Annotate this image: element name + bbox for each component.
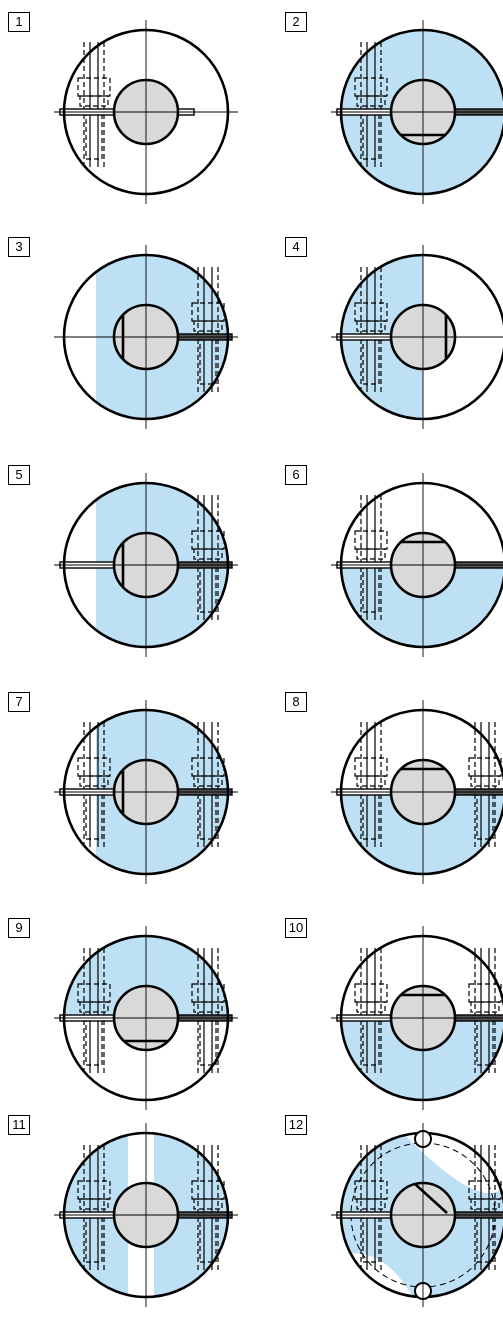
screw-head-lower <box>79 95 109 107</box>
figure-number-badge: 9 <box>8 918 30 938</box>
figure-number-badge: 11 <box>8 1115 30 1135</box>
screw-head-lower <box>470 1198 500 1210</box>
screw-shank <box>85 1019 103 1066</box>
figure-11-drawing <box>54 1123 238 1307</box>
clamp-screw-left <box>77 722 111 847</box>
screw-head-lower <box>356 548 386 560</box>
figure-3: 3 <box>8 237 248 457</box>
screw-shank <box>199 1019 217 1066</box>
figure-12-drawing <box>331 1123 503 1307</box>
figure-number-badge: 1 <box>8 12 30 32</box>
figure-6-drawing <box>331 473 503 657</box>
figure-9-drawing <box>54 926 238 1110</box>
screw-head-lower <box>193 1001 223 1013</box>
screw-head-lower <box>356 1001 386 1013</box>
screw-head <box>354 530 388 550</box>
figure-12: 12 <box>285 1115 503 1335</box>
screw-head-lower <box>193 775 223 787</box>
clamp-screw-left <box>354 267 388 392</box>
figure-5: 5 <box>8 465 248 685</box>
figure-3-drawing <box>54 245 238 429</box>
screw-head <box>354 983 388 1003</box>
figure-number-badge: 12 <box>285 1115 307 1135</box>
screw-head <box>77 757 111 777</box>
figure-1: 1 <box>8 12 248 232</box>
clamp-screw-left <box>77 1145 111 1270</box>
screw-shank <box>85 113 103 160</box>
figure-5-drawing <box>54 473 238 657</box>
screw-head-lower <box>193 548 223 560</box>
figure-2: 2 <box>285 12 503 232</box>
screw-head-lower <box>79 775 109 787</box>
screw-head <box>468 757 502 777</box>
figure-2-drawing <box>331 20 503 204</box>
screw-head <box>468 983 502 1003</box>
screw-head <box>77 983 111 1003</box>
shaft-flat <box>414 1183 448 1214</box>
screw-head-lower <box>356 1198 386 1210</box>
figure-number-badge: 10 <box>285 918 307 938</box>
figure-number-badge: 5 <box>8 465 30 485</box>
figure-number-badge: 3 <box>8 237 30 257</box>
figure-8-drawing <box>331 700 503 884</box>
screw-head <box>77 77 111 97</box>
figure-7-drawing <box>54 700 238 884</box>
figure-4-drawing <box>331 245 503 429</box>
screw-head-lower <box>79 1001 109 1013</box>
screw-head-lower <box>356 775 386 787</box>
screw-head-lower <box>193 320 223 332</box>
figure-number-badge: 6 <box>285 465 307 485</box>
figure-6: 6 <box>285 465 503 685</box>
figure-11: 11 <box>8 1115 248 1335</box>
clamp-screw-left <box>77 42 111 167</box>
figure-4: 4 <box>285 237 503 457</box>
figure-number-badge: 4 <box>285 237 307 257</box>
screw-head-lower <box>356 95 386 107</box>
clamp-screw-left <box>77 948 111 1073</box>
figure-number-badge: 7 <box>8 692 30 712</box>
figure-7: 7 <box>8 692 248 912</box>
screw-head-lower <box>470 1001 500 1013</box>
screw-head-lower <box>193 1198 223 1210</box>
screw-head <box>354 77 388 97</box>
screw-head-lower <box>79 1198 109 1210</box>
screw-head <box>354 757 388 777</box>
clamp-screw-right <box>468 1145 502 1270</box>
clamp-screw-right <box>191 722 225 847</box>
screw-head-lower <box>356 320 386 332</box>
screw-head <box>354 302 388 322</box>
screw-head <box>77 1180 111 1200</box>
figure-number-badge: 2 <box>285 12 307 32</box>
figure-10: 10 <box>285 918 503 1138</box>
figure-10-drawing <box>331 926 503 1110</box>
figure-8: 8 <box>285 692 503 912</box>
figure-number-badge: 8 <box>285 692 307 712</box>
screw-head-lower <box>470 775 500 787</box>
screw-head <box>354 1180 388 1200</box>
figure-9: 9 <box>8 918 248 1138</box>
figure-1-drawing <box>54 20 238 204</box>
